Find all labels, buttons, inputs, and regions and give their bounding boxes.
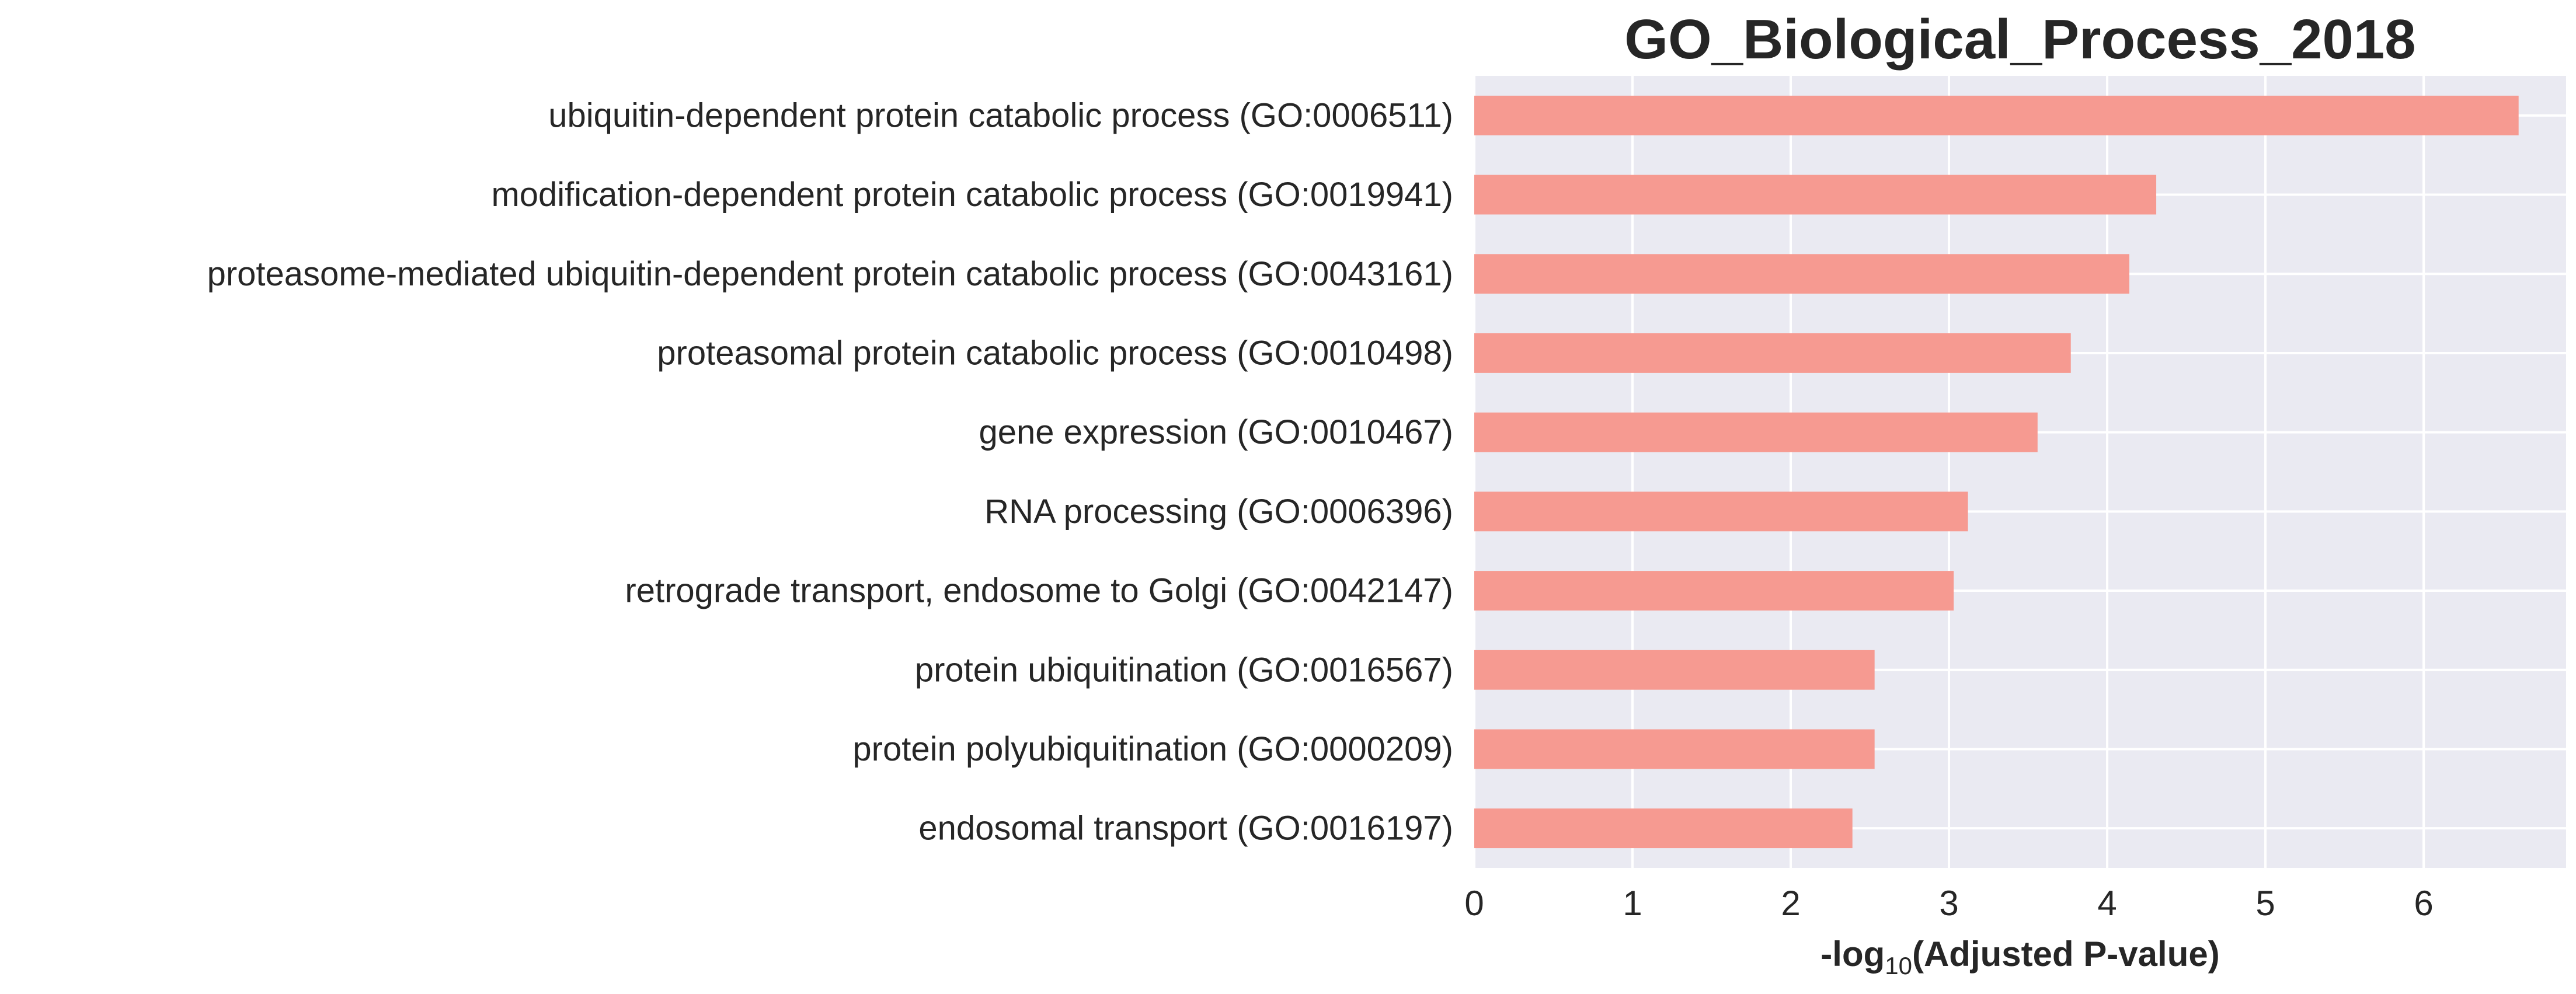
bar: [1474, 729, 1875, 769]
category-label: gene expression (GO:0010467): [979, 413, 1453, 451]
category-label: retrograde transport, endosome to Golgi …: [625, 572, 1453, 610]
x-axis-label: -log10(Adjusted P-value): [1820, 934, 2219, 979]
category-label: protein polyubiquitination (GO:0000209): [852, 730, 1453, 768]
category-label: ubiquitin-dependent protein catabolic pr…: [548, 96, 1453, 134]
x-tick-label: 3: [1939, 884, 1958, 923]
x-tick-label: 0: [1464, 884, 1484, 923]
category-label: endosomal transport (GO:0016197): [918, 810, 1453, 847]
bar: [1474, 333, 2071, 373]
bar: [1474, 254, 2129, 294]
x-tick-label: 1: [1623, 884, 1642, 923]
category-labels: ubiquitin-dependent protein catabolic pr…: [207, 96, 1453, 847]
bar: [1474, 175, 2157, 215]
x-tick-label: 5: [2255, 884, 2275, 923]
bar: [1474, 491, 1968, 532]
category-label: RNA processing (GO:0006396): [984, 493, 1453, 531]
bar: [1474, 650, 1875, 690]
bar: [1474, 808, 1853, 849]
category-label: proteasome-mediated ubiquitin-dependent …: [207, 255, 1453, 293]
x-tick-label: 4: [2097, 884, 2117, 923]
x-tick-labels: 0 1 2 3 4 5 6: [1464, 884, 2433, 923]
category-label: modification-dependent protein catabolic…: [491, 176, 1453, 214]
x-axis-label-prefix: -log: [1820, 934, 1885, 974]
bar: [1474, 571, 1954, 611]
bar: [1474, 412, 2038, 452]
category-label: protein ubiquitination (GO:0016567): [915, 651, 1453, 689]
chart-title: GO_Biological_Process_2018: [1624, 8, 2415, 71]
x-axis-label-suffix: (Adjusted P-value): [1912, 934, 2220, 974]
bars: [1474, 95, 2519, 849]
x-tick-label: 6: [2414, 884, 2433, 923]
category-label: proteasomal protein catabolic process (G…: [657, 334, 1453, 372]
x-axis-label-subscript: 10: [1885, 952, 1912, 979]
x-tick-label: 2: [1781, 884, 1800, 923]
bar: [1474, 95, 2519, 135]
